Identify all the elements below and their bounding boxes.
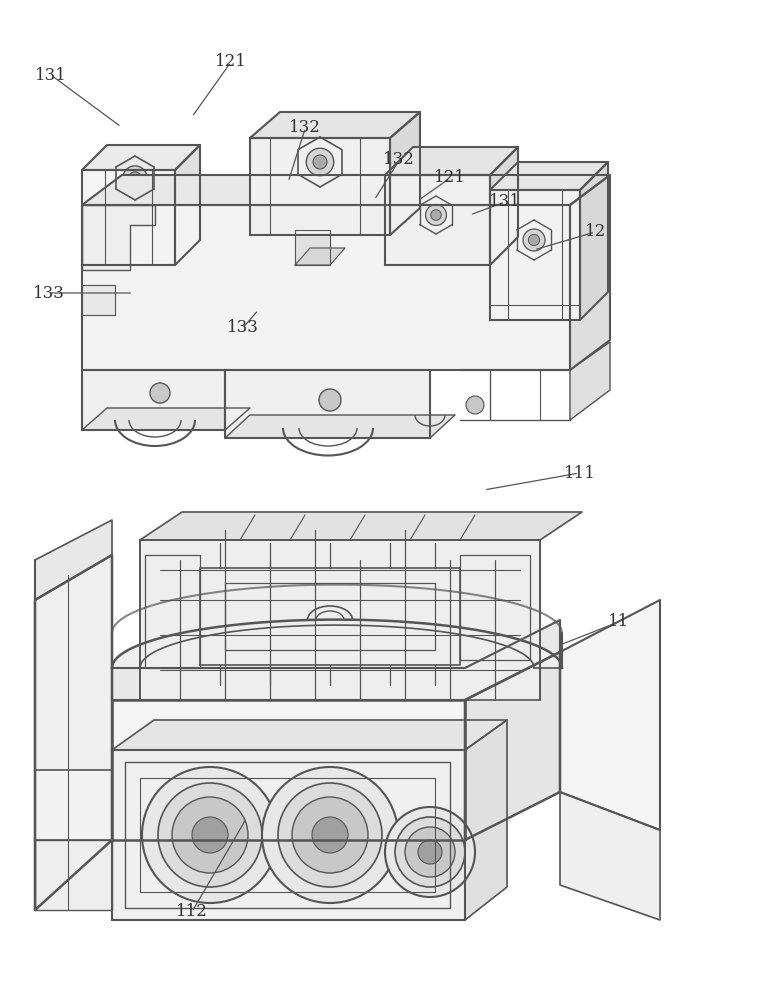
Circle shape	[425, 205, 446, 225]
Circle shape	[129, 172, 141, 184]
Circle shape	[292, 797, 368, 873]
Circle shape	[529, 234, 539, 246]
Text: 133: 133	[227, 320, 258, 336]
Polygon shape	[35, 520, 112, 600]
Text: 112: 112	[176, 904, 207, 920]
Polygon shape	[112, 620, 562, 668]
Polygon shape	[465, 720, 507, 920]
Circle shape	[405, 827, 455, 877]
Polygon shape	[82, 170, 175, 265]
Circle shape	[306, 148, 334, 176]
Polygon shape	[82, 370, 225, 430]
Circle shape	[395, 817, 465, 887]
Circle shape	[319, 389, 341, 411]
Polygon shape	[490, 190, 580, 320]
Text: 131: 131	[489, 194, 521, 211]
Text: 131: 131	[35, 66, 67, 84]
Circle shape	[523, 229, 545, 251]
Text: 132: 132	[384, 151, 415, 168]
Circle shape	[123, 166, 147, 190]
Polygon shape	[112, 620, 560, 700]
Polygon shape	[250, 112, 420, 138]
Polygon shape	[35, 770, 112, 840]
Circle shape	[466, 396, 484, 414]
Polygon shape	[580, 162, 608, 320]
Polygon shape	[490, 162, 608, 190]
Polygon shape	[82, 145, 200, 170]
Text: 133: 133	[33, 284, 64, 302]
Circle shape	[313, 155, 327, 169]
Polygon shape	[82, 205, 570, 370]
Circle shape	[142, 767, 278, 903]
Circle shape	[172, 797, 248, 873]
Polygon shape	[112, 700, 465, 840]
Circle shape	[385, 807, 475, 897]
Polygon shape	[35, 555, 112, 910]
Polygon shape	[295, 230, 330, 265]
Text: 11: 11	[608, 613, 630, 631]
Polygon shape	[560, 600, 660, 830]
Text: 121: 121	[215, 53, 247, 70]
Circle shape	[192, 817, 228, 853]
Polygon shape	[175, 145, 200, 265]
Circle shape	[150, 383, 170, 403]
Polygon shape	[140, 512, 582, 540]
Polygon shape	[385, 147, 518, 175]
Polygon shape	[295, 248, 345, 265]
Polygon shape	[250, 138, 390, 235]
Text: 132: 132	[290, 119, 321, 136]
Polygon shape	[112, 750, 465, 920]
Circle shape	[312, 817, 348, 853]
Polygon shape	[390, 112, 420, 235]
Polygon shape	[570, 175, 610, 370]
Text: 121: 121	[435, 169, 466, 186]
Polygon shape	[82, 175, 610, 205]
Polygon shape	[35, 840, 112, 910]
Circle shape	[158, 783, 262, 887]
Polygon shape	[112, 720, 507, 750]
Polygon shape	[82, 285, 115, 315]
Polygon shape	[490, 147, 518, 265]
Polygon shape	[82, 408, 250, 430]
Circle shape	[262, 767, 398, 903]
Polygon shape	[82, 205, 155, 270]
Polygon shape	[560, 792, 660, 920]
Text: 111: 111	[564, 464, 595, 482]
Polygon shape	[465, 652, 560, 840]
Circle shape	[431, 210, 442, 220]
Polygon shape	[225, 415, 455, 438]
Polygon shape	[570, 342, 610, 420]
Polygon shape	[225, 370, 430, 438]
Polygon shape	[140, 540, 540, 700]
Circle shape	[418, 840, 442, 864]
Text: 12: 12	[584, 224, 606, 240]
Polygon shape	[385, 175, 490, 265]
Circle shape	[278, 783, 382, 887]
